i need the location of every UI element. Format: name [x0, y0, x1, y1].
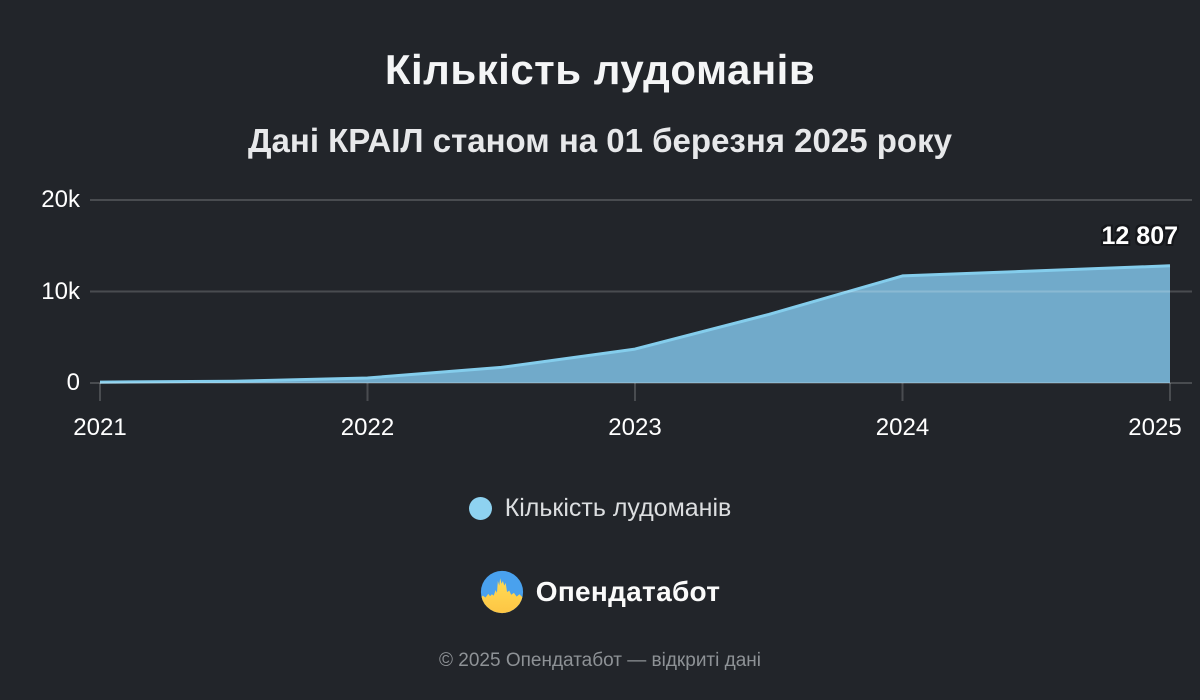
area-top-line — [99, 264, 1171, 384]
x-tick-label: 2023 — [608, 414, 662, 441]
axis-ticks — [99, 383, 1171, 401]
last-value-label: 12 807 — [1101, 222, 1178, 250]
x-tick-label: 2022 — [340, 414, 395, 441]
x-tick-label: 2021 — [73, 414, 127, 441]
y-tick-label: 20k — [41, 186, 80, 213]
legend-label: Кількість лудоманів — [504, 494, 732, 522]
x-tick-label: 2025 — [1128, 414, 1182, 441]
y-tick-label: 10k — [41, 277, 80, 305]
footer-copyright: © 2025 Опендатабот — відкриті дані — [439, 650, 761, 671]
legend-dot-icon — [468, 497, 492, 520]
x-tick-label: 2024 — [875, 414, 930, 441]
area-fill — [100, 265, 1170, 383]
brand-logo-row: Опендатабот — [0, 570, 1200, 614]
page-subtitle: Дані КРАІЛ станом на 01 березня 2025 рок… — [248, 122, 952, 159]
y-tick-label: 0 — [66, 369, 80, 396]
brand-name: Опендатабот — [535, 576, 721, 607]
legend: Кількість лудоманів — [0, 494, 1200, 523]
opendatabot-logo-icon — [480, 570, 523, 614]
page-title: Кількість лудоманів — [384, 46, 816, 93]
gridlines — [90, 199, 1192, 384]
